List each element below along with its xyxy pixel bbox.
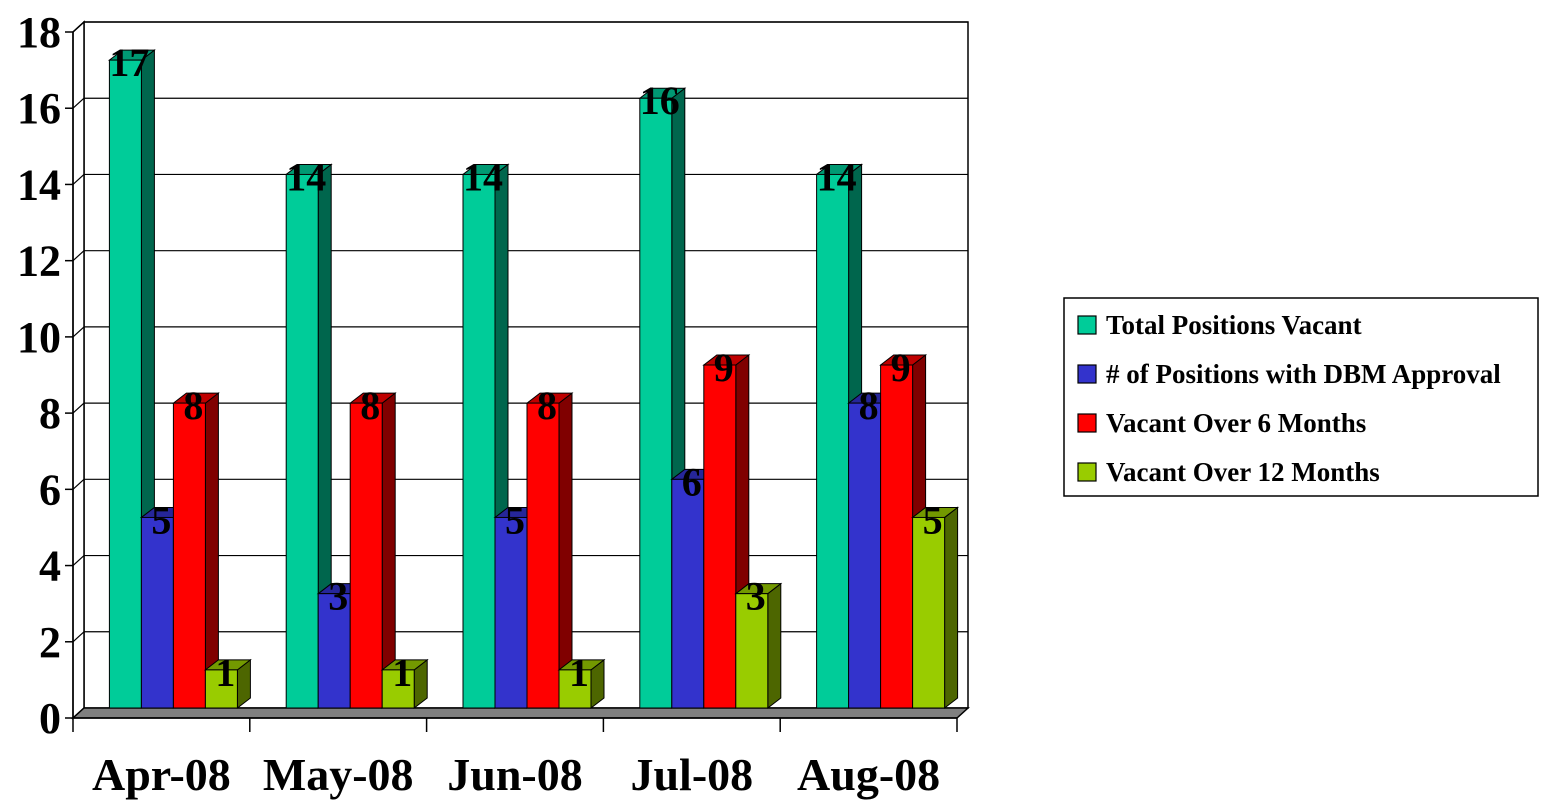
bar	[525, 392, 574, 710]
gridline-side	[72, 555, 85, 566]
bar	[348, 392, 397, 710]
legend-swatch	[1077, 315, 1097, 335]
gridline-side	[72, 97, 85, 109]
data-label: 16	[640, 78, 680, 123]
gridline-side	[72, 631, 85, 643]
y-tick-label: 6	[39, 465, 61, 514]
plot-floor	[71, 707, 970, 719]
bar-front	[349, 402, 383, 709]
gridline-side	[72, 21, 85, 33]
y-tick-label: 16	[17, 84, 61, 133]
bar	[284, 163, 333, 710]
y-tick-label: 12	[17, 237, 61, 286]
bar-front	[639, 97, 673, 709]
bar-front	[558, 669, 592, 709]
data-label: 14	[817, 154, 857, 199]
bar	[911, 506, 960, 710]
y-tick-label: 2	[39, 618, 61, 667]
gridline-side	[72, 174, 85, 185]
data-label: 5	[505, 497, 525, 542]
data-label: 1	[569, 650, 589, 695]
bar-front	[526, 402, 560, 709]
bars	[107, 49, 960, 710]
gridline-side	[72, 250, 85, 262]
data-label: 6	[682, 459, 702, 504]
bar-front	[735, 593, 769, 709]
gridline-side	[72, 326, 85, 338]
plot-side-wall	[72, 20, 85, 720]
bar	[171, 392, 220, 710]
bar-front	[848, 402, 882, 709]
data-label: 3	[746, 574, 766, 619]
data-label: 9	[714, 345, 734, 390]
y-tick-label: 14	[17, 160, 61, 209]
bar-front	[172, 402, 206, 709]
legend-swatch	[1077, 413, 1097, 433]
y-tick-label: 18	[17, 8, 61, 57]
data-label: 8	[360, 383, 380, 428]
legend-label: Total Positions Vacant	[1106, 310, 1362, 340]
bar	[107, 49, 156, 710]
data-label: 17	[109, 40, 149, 85]
bar-side	[944, 506, 959, 710]
x-category-label: Aug-08	[797, 749, 940, 800]
bar-front	[204, 669, 238, 709]
y-tick-label: 8	[39, 389, 61, 438]
bar-front	[494, 516, 528, 709]
legend-swatch	[1077, 364, 1097, 384]
legend-label: # of Positions with DBM Approval	[1106, 359, 1501, 389]
bar-front	[381, 669, 415, 709]
bar-side	[767, 582, 782, 710]
legend: Total Positions Vacant # of Positions wit…	[1063, 297, 1539, 497]
legend-swatch	[1077, 462, 1097, 482]
x-category-label: Jul-08	[630, 749, 753, 800]
data-label: 14	[286, 154, 326, 199]
gridline-side	[72, 478, 85, 490]
bar	[203, 658, 252, 710]
legend-label: Vacant Over 12 Months	[1106, 457, 1380, 487]
bar-front	[912, 516, 946, 709]
data-label: 8	[183, 383, 203, 428]
data-label: 14	[463, 154, 503, 199]
bar-front	[671, 478, 705, 709]
bar-front	[317, 593, 351, 709]
bar-front	[140, 516, 174, 709]
data-label: 1	[392, 650, 412, 695]
data-label: 5	[151, 497, 171, 542]
bar	[380, 658, 429, 710]
x-category-label: Jun-08	[447, 749, 582, 800]
y-tick-label: 10	[17, 313, 61, 362]
data-label: 9	[891, 345, 911, 390]
bar	[734, 582, 783, 710]
data-label: 8	[859, 383, 879, 428]
bar-front	[285, 173, 319, 709]
bar-front	[880, 364, 914, 709]
x-category-label: May-08	[263, 749, 414, 800]
bar-front	[462, 173, 496, 709]
data-label: 3	[328, 574, 348, 619]
data-label: 1	[215, 650, 235, 695]
bar-front	[703, 364, 737, 709]
bar-front	[816, 173, 850, 709]
bar-front	[108, 59, 142, 709]
y-tick-label: 0	[39, 694, 61, 743]
y-tick-label: 4	[39, 542, 61, 591]
legend-label: Vacant Over 6 Months	[1106, 408, 1366, 438]
gridline-side	[72, 402, 85, 414]
x-category-label: Apr-08	[92, 749, 231, 800]
data-label: 8	[537, 383, 557, 428]
legend-box	[1063, 297, 1539, 497]
data-label: 5	[923, 497, 943, 542]
bar	[557, 658, 606, 710]
